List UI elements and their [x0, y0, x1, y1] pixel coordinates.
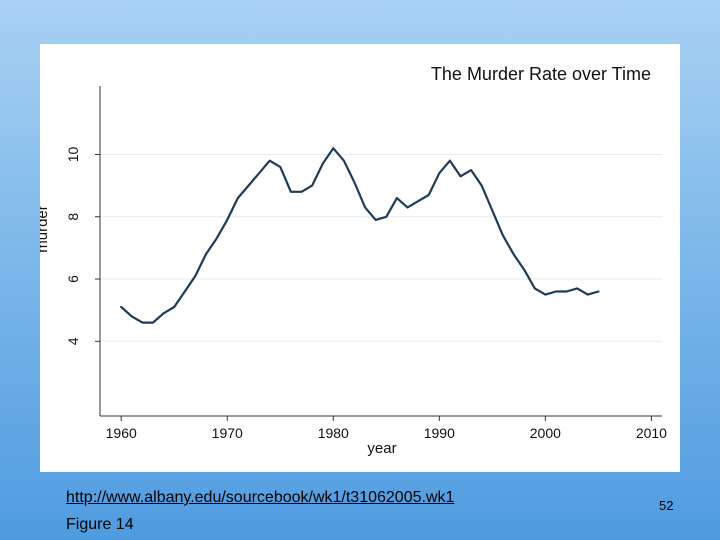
chart-title: The Murder Rate over Time [431, 64, 651, 84]
figure-label: Figure 14 [66, 516, 134, 533]
plot-background [100, 86, 662, 416]
y-tick-label-8: 8 [65, 213, 81, 221]
x-tick-label-2010: 2010 [636, 425, 667, 441]
murder-rate-chart: The Murder Rate over Time 1960 1970 1980 19… [40, 64, 667, 457]
x-tick-label-2000: 2000 [530, 425, 561, 441]
y-axis-label: murder [40, 205, 51, 253]
chart-panel: The Murder Rate over Time 1960 1970 1980 19… [40, 44, 680, 472]
series-line-0 [120, 147, 600, 324]
x-tick-label-1990: 1990 [424, 425, 455, 441]
x-tick-label-1960: 1960 [106, 425, 137, 441]
x-tick-label-1970: 1970 [212, 425, 243, 441]
y-tick-label-4: 4 [65, 337, 81, 345]
y-tick-label-10: 10 [65, 146, 81, 162]
y-tick-label-6: 6 [65, 275, 81, 283]
slide-number: 52 [659, 498, 674, 513]
x-tick-label-1980: 1980 [318, 425, 349, 441]
plot-area: 1960 1970 1980 1990 2000 2010 4 6 8 10 [65, 86, 667, 441]
source-link[interactable]: http://www.albany.edu/sourcebook/wk1/t31… [66, 489, 455, 506]
x-axis-label: year [367, 440, 396, 457]
